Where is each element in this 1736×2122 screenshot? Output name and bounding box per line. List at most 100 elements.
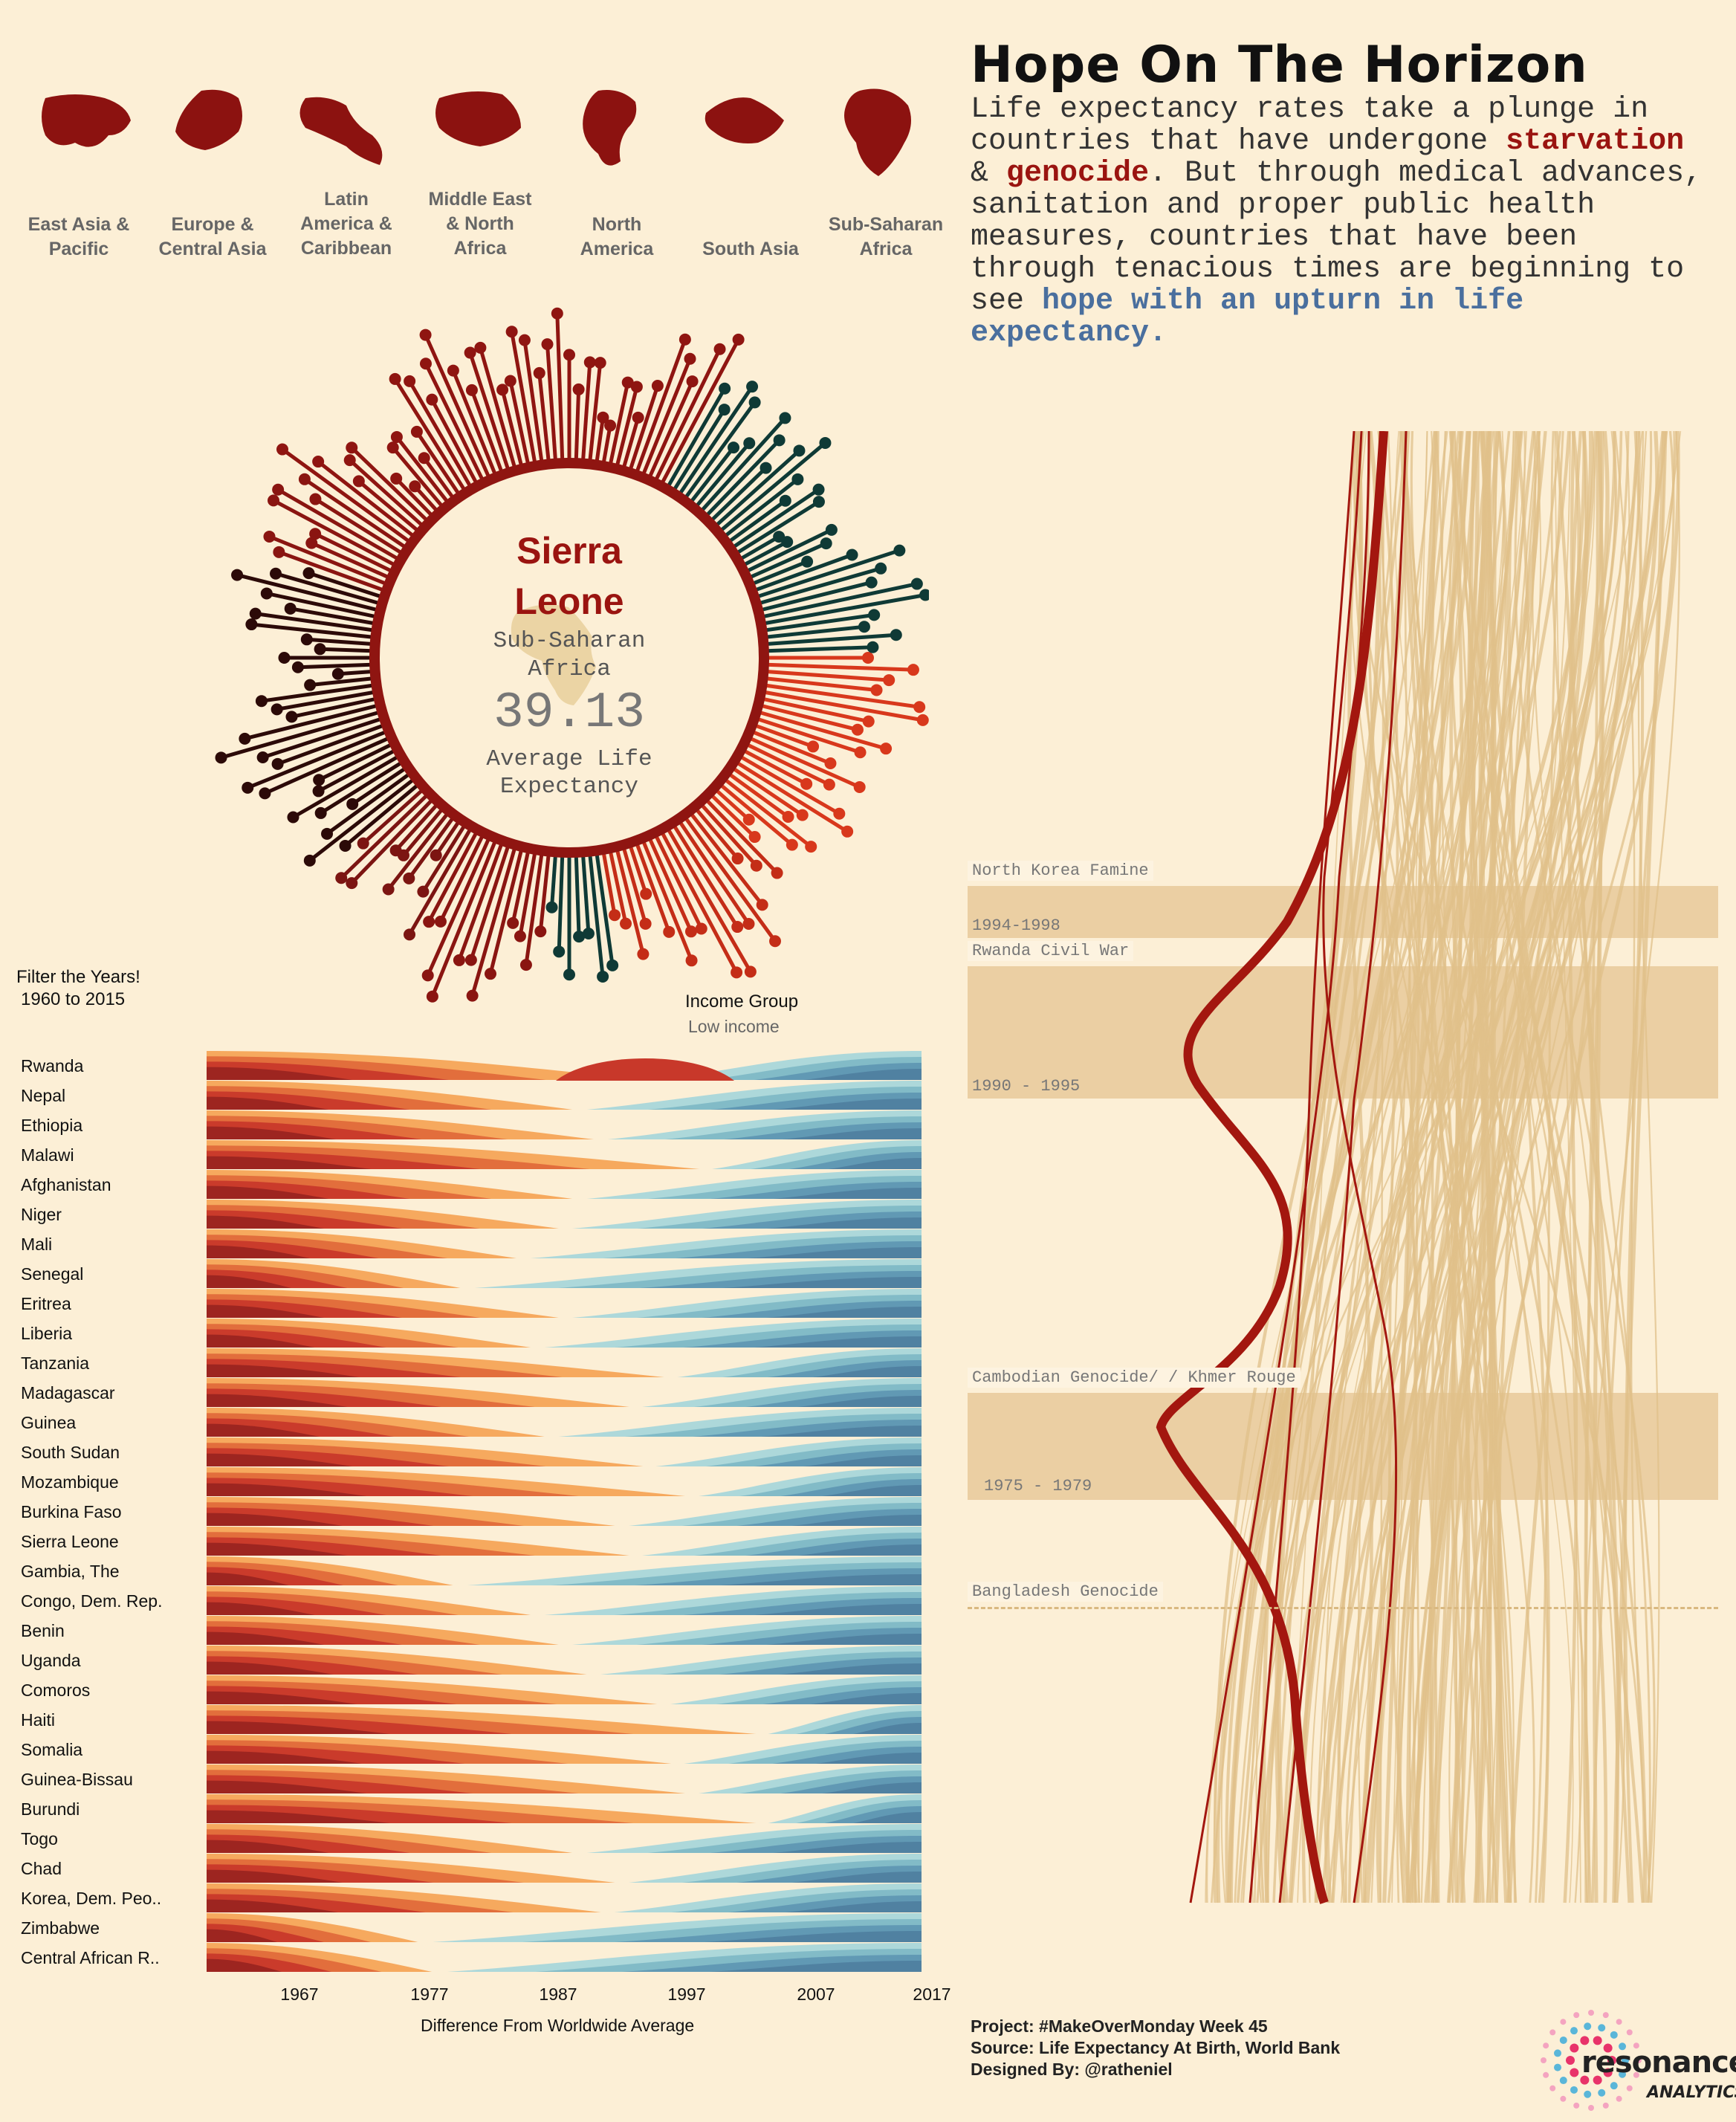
radial-point[interactable] xyxy=(801,555,814,568)
country-line[interactable] xyxy=(1321,431,1511,1903)
country-label[interactable]: Haiti xyxy=(21,1710,56,1730)
country-label[interactable]: Korea, Dem. Peo.. xyxy=(21,1889,162,1908)
radial-point[interactable] xyxy=(312,456,325,468)
country-line[interactable] xyxy=(1554,431,1581,1903)
radial-point[interactable] xyxy=(409,480,421,493)
radial-point[interactable] xyxy=(272,483,285,496)
income-group-value[interactable]: Low income xyxy=(688,1017,780,1036)
radial-point[interactable] xyxy=(466,989,479,1002)
radial-point[interactable] xyxy=(496,384,509,396)
radial-point[interactable] xyxy=(781,536,794,549)
country-line[interactable] xyxy=(1436,431,1604,1903)
horizon-row[interactable] xyxy=(207,1348,922,1379)
radial-point[interactable] xyxy=(271,703,283,716)
radial-point[interactable] xyxy=(545,901,558,913)
horizon-row[interactable] xyxy=(207,1319,922,1349)
country-label[interactable]: Gambia, The xyxy=(21,1562,120,1581)
radial-point[interactable] xyxy=(534,925,547,938)
radial-point[interactable] xyxy=(719,382,731,395)
radial-point[interactable] xyxy=(215,751,227,764)
radial-point[interactable] xyxy=(453,954,465,966)
country-line[interactable] xyxy=(1355,431,1523,1903)
radial-point[interactable] xyxy=(793,444,806,457)
radial-point[interactable] xyxy=(731,853,744,865)
radial-point[interactable] xyxy=(824,757,837,770)
radial-point[interactable] xyxy=(300,633,313,646)
country-label[interactable]: Tanzania xyxy=(21,1353,90,1373)
radial-point[interactable] xyxy=(621,376,634,389)
radial-point[interactable] xyxy=(314,643,326,656)
radial-point[interactable] xyxy=(713,343,726,355)
radial-point[interactable] xyxy=(563,349,575,361)
country-line[interactable] xyxy=(1591,431,1668,1903)
radial-point[interactable] xyxy=(880,743,893,755)
horizon-row[interactable] xyxy=(207,1735,922,1765)
country-label[interactable]: Niger xyxy=(21,1205,62,1224)
radial-point[interactable] xyxy=(273,546,285,558)
radial-point[interactable] xyxy=(771,867,783,879)
radial-point[interactable] xyxy=(404,928,416,941)
radial-point[interactable] xyxy=(685,954,698,967)
country-label[interactable]: Nepal xyxy=(21,1086,66,1105)
radial-point[interactable] xyxy=(271,757,284,770)
horizon-row[interactable] xyxy=(207,1497,922,1527)
horizon-row[interactable] xyxy=(207,1794,922,1825)
country-label[interactable]: Uganda xyxy=(21,1651,81,1670)
country-line[interactable] xyxy=(1220,431,1616,1903)
radial-point[interactable] xyxy=(514,930,526,942)
country-label[interactable]: Liberia xyxy=(21,1324,73,1343)
horizon-row[interactable] xyxy=(207,1289,922,1319)
country-line[interactable] xyxy=(1474,431,1571,1903)
country-line[interactable] xyxy=(1624,431,1645,1903)
country-line[interactable] xyxy=(1532,431,1626,1903)
radial-point[interactable] xyxy=(919,589,929,601)
radial-point[interactable] xyxy=(846,549,858,561)
radial-point[interactable] xyxy=(748,396,761,409)
radial-point[interactable] xyxy=(447,364,459,377)
radial-point[interactable] xyxy=(630,381,643,393)
radial-point[interactable] xyxy=(421,969,434,982)
country-label[interactable]: Guinea-Bissau xyxy=(21,1770,133,1789)
country-line[interactable] xyxy=(1362,431,1587,1903)
country-line[interactable] xyxy=(1637,431,1660,1903)
radial-point[interactable] xyxy=(862,652,874,664)
country-label[interactable]: Afghanistan xyxy=(21,1175,111,1194)
radial-point[interactable] xyxy=(858,621,870,633)
horizon-row[interactable] xyxy=(207,1527,922,1557)
radial-point[interactable] xyxy=(541,338,554,351)
radial-point[interactable] xyxy=(609,909,621,922)
radial-point[interactable] xyxy=(268,494,280,507)
radial-point[interactable] xyxy=(346,798,359,810)
horizon-row[interactable] xyxy=(207,1943,922,1973)
radial-point[interactable] xyxy=(386,441,399,454)
country-line[interactable] xyxy=(1214,431,1408,1903)
country-line[interactable] xyxy=(1448,431,1466,1903)
radial-point[interactable] xyxy=(249,607,262,620)
country-label[interactable]: Comoros xyxy=(21,1681,91,1700)
radial-point[interactable] xyxy=(313,774,326,786)
radial-point[interactable] xyxy=(823,778,835,791)
country-line[interactable] xyxy=(1408,431,1536,1903)
country-line[interactable] xyxy=(1412,431,1638,1903)
radial-point[interactable] xyxy=(426,990,438,1003)
radial-point[interactable] xyxy=(853,780,866,793)
radial-point[interactable] xyxy=(779,412,791,424)
country-label[interactable]: Togo xyxy=(21,1829,58,1848)
radial-point[interactable] xyxy=(298,473,311,485)
radial-point[interactable] xyxy=(769,935,782,948)
horizon-row[interactable] xyxy=(207,1170,922,1200)
radial-point[interactable] xyxy=(357,837,369,850)
horizon-row[interactable] xyxy=(207,1854,922,1884)
radial-point[interactable] xyxy=(639,917,652,930)
radial-point[interactable] xyxy=(854,746,867,759)
radial-point[interactable] xyxy=(505,326,518,338)
radial-point[interactable] xyxy=(812,483,825,496)
radial-point[interactable] xyxy=(276,443,288,456)
country-label[interactable]: Zimbabwe xyxy=(21,1918,100,1938)
radial-point[interactable] xyxy=(597,970,609,983)
radial-point[interactable] xyxy=(742,918,755,931)
country-label[interactable]: Mali xyxy=(21,1235,53,1254)
country-label[interactable]: Madagascar xyxy=(21,1383,115,1403)
radial-point[interactable] xyxy=(309,528,322,540)
radial-point[interactable] xyxy=(582,928,595,940)
